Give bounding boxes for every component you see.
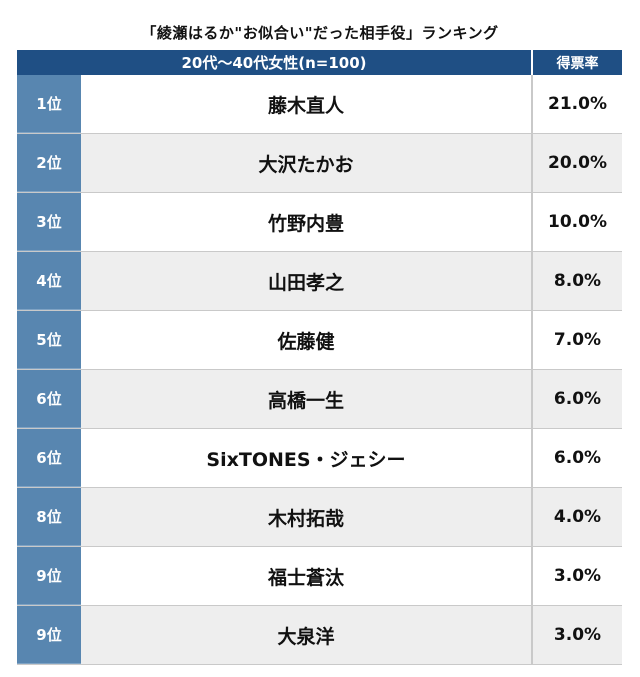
column-divider [531,252,533,310]
rate-cell: 8.0% [533,252,622,310]
table-row: 8位 木村拓哉 4.0% [17,488,622,547]
name-cell: 高橋一生 [81,370,531,428]
table-row: 9位 大泉洋 3.0% [17,606,622,665]
ranking-table: 20代〜40代女性(n=100) 得票率 1位 藤木直人 21.0% 2位 大沢たかお 2… [17,50,622,665]
table-row: 5位 佐藤健 7.0% [17,311,622,370]
table-row: 2位 大沢たかお 20.0% [17,134,622,193]
table-row: 6位 SixTONES・ジェシー 6.0% [17,429,622,488]
table-row: 3位 竹野内豊 10.0% [17,193,622,252]
column-divider [531,488,533,546]
table-row: 6位 高橋一生 6.0% [17,370,622,429]
rate-cell: 20.0% [533,134,622,192]
table-body: 1位 藤木直人 21.0% 2位 大沢たかお 20.0% 3位 竹野内豊 10.0% 4位 山田孝之… [17,75,622,665]
rate-cell: 21.0% [533,75,622,133]
rank-cell: 3位 [17,193,81,251]
rate-cell: 3.0% [533,547,622,605]
name-cell: 木村拓哉 [81,488,531,546]
rank-cell: 9位 [17,547,81,605]
column-divider [531,75,533,133]
name-cell: 藤木直人 [81,75,531,133]
rank-cell: 1位 [17,75,81,133]
column-divider [531,134,533,192]
column-divider [531,370,533,428]
column-divider [531,547,533,605]
name-cell: SixTONES・ジェシー [81,429,531,487]
rate-cell: 6.0% [533,370,622,428]
name-cell: 福士蒼汰 [81,547,531,605]
table-row: 4位 山田孝之 8.0% [17,252,622,311]
table-row: 1位 藤木直人 21.0% [17,75,622,134]
table-row: 9位 福士蒼汰 3.0% [17,547,622,606]
rank-cell: 5位 [17,311,81,369]
name-cell: 山田孝之 [81,252,531,310]
rate-cell: 3.0% [533,606,622,664]
column-divider [531,311,533,369]
rank-cell: 2位 [17,134,81,192]
rank-cell: 8位 [17,488,81,546]
name-cell: 大泉洋 [81,606,531,664]
rate-cell: 4.0% [533,488,622,546]
page-title: 「綾瀬はるか"お似合い"だった相手役」ランキング [141,24,499,42]
column-divider [531,606,533,664]
rate-cell: 10.0% [533,193,622,251]
column-divider [531,429,533,487]
header-group-label: 20代〜40代女性(n=100) [17,50,531,75]
table-header: 20代〜40代女性(n=100) 得票率 [17,50,622,75]
rank-cell: 4位 [17,252,81,310]
name-cell: 大沢たかお [81,134,531,192]
column-divider [531,193,533,251]
rank-cell: 9位 [17,606,81,664]
header-divider [531,50,533,75]
rank-cell: 6位 [17,370,81,428]
rate-cell: 6.0% [533,429,622,487]
name-cell: 佐藤健 [81,311,531,369]
rate-cell: 7.0% [533,311,622,369]
name-cell: 竹野内豊 [81,193,531,251]
header-rate-label: 得票率 [533,50,622,75]
rank-cell: 6位 [17,429,81,487]
